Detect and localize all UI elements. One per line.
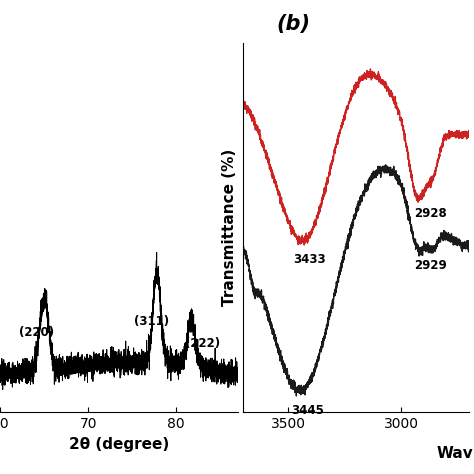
Text: (b): (b) [277,14,311,34]
X-axis label: Wav: Wav [437,446,474,461]
Text: 2929: 2929 [414,259,447,272]
Text: (222): (222) [185,337,220,350]
Text: 3433: 3433 [293,253,326,266]
Text: (311): (311) [134,315,169,328]
Text: (220): (220) [19,326,55,339]
Text: 2928: 2928 [414,207,447,220]
Text: 3445: 3445 [291,404,324,417]
Y-axis label: Transmittance (%): Transmittance (%) [222,149,237,306]
X-axis label: 2θ (degree): 2θ (degree) [69,437,169,452]
